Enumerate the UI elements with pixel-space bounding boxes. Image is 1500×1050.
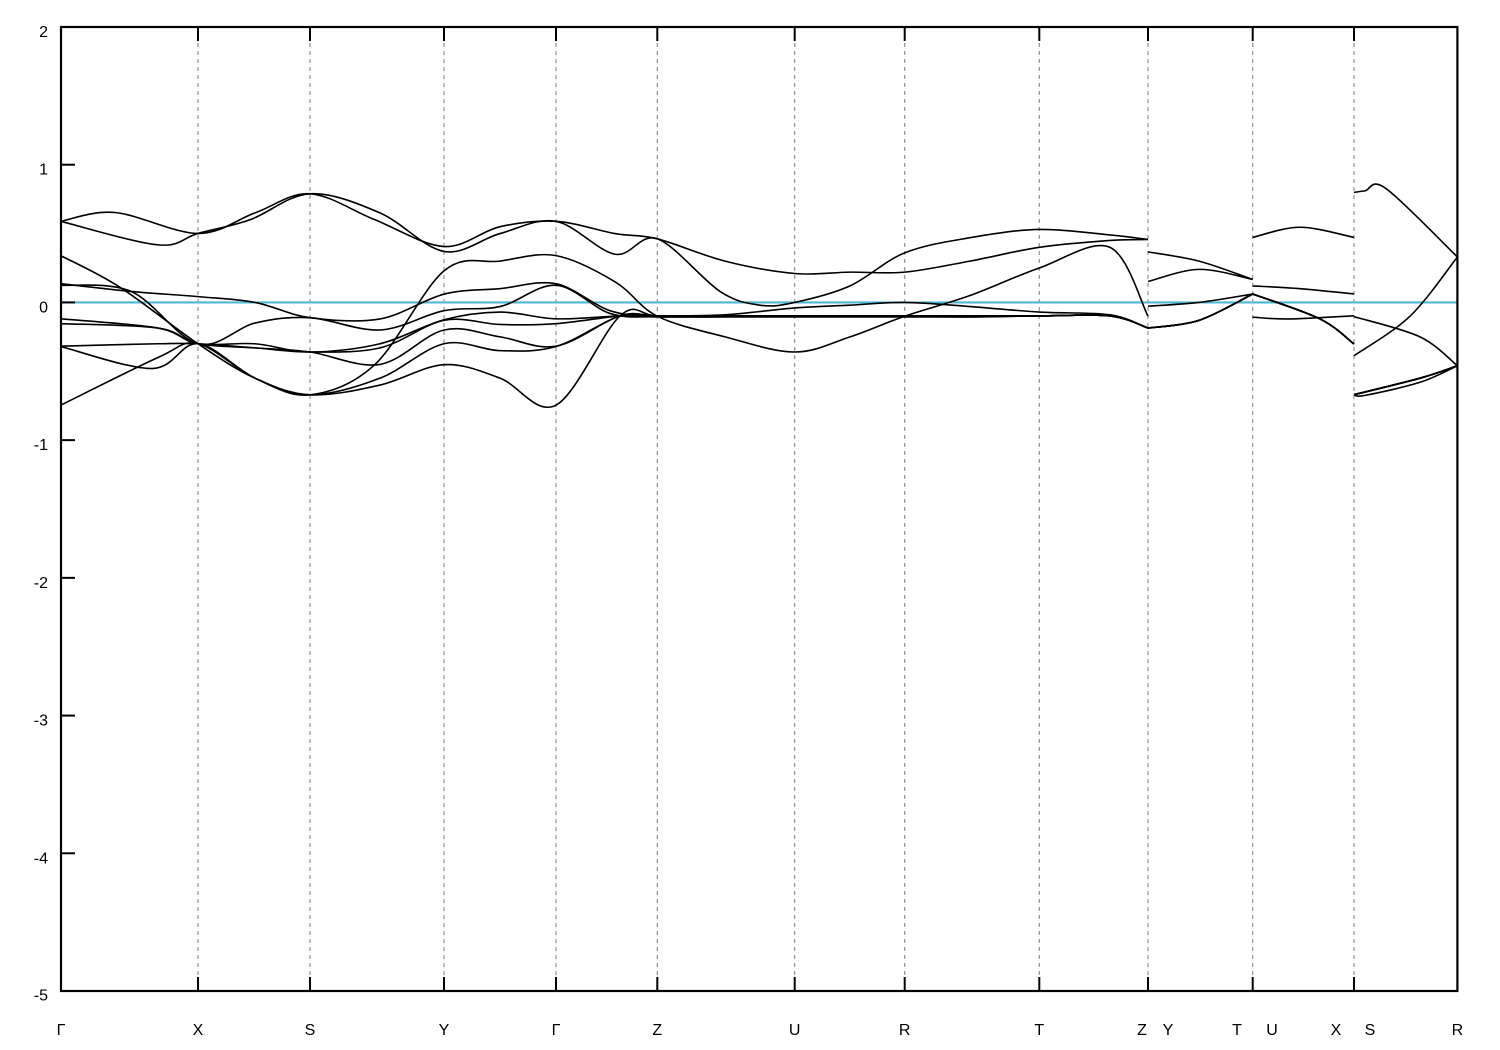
svg-text:R: R <box>899 1022 911 1039</box>
svg-text:X: X <box>1331 1022 1342 1039</box>
svg-text:U: U <box>789 1022 801 1039</box>
svg-text:2: 2 <box>39 24 48 41</box>
svg-text:-5: -5 <box>34 988 48 1005</box>
svg-text:U: U <box>1266 1022 1278 1039</box>
svg-text:-4: -4 <box>34 850 48 867</box>
svg-text:T: T <box>1034 1022 1044 1039</box>
svg-text:R: R <box>1452 1022 1464 1039</box>
svg-text:X: X <box>193 1022 204 1039</box>
svg-text:Γ: Γ <box>57 1022 66 1039</box>
svg-text:-2: -2 <box>34 575 48 592</box>
svg-text:-1: -1 <box>34 437 48 454</box>
svg-text:1: 1 <box>39 162 48 179</box>
svg-text:-3: -3 <box>34 713 48 730</box>
svg-text:S: S <box>1365 1022 1376 1039</box>
svg-text:Y: Y <box>1163 1022 1174 1039</box>
svg-text:0: 0 <box>39 299 48 316</box>
svg-text:Γ: Γ <box>552 1022 561 1039</box>
svg-text:Z: Z <box>652 1022 662 1039</box>
svg-text:Y: Y <box>439 1022 450 1039</box>
svg-text:Z: Z <box>1137 1022 1147 1039</box>
svg-text:T: T <box>1232 1022 1242 1039</box>
svg-text:S: S <box>305 1022 316 1039</box>
